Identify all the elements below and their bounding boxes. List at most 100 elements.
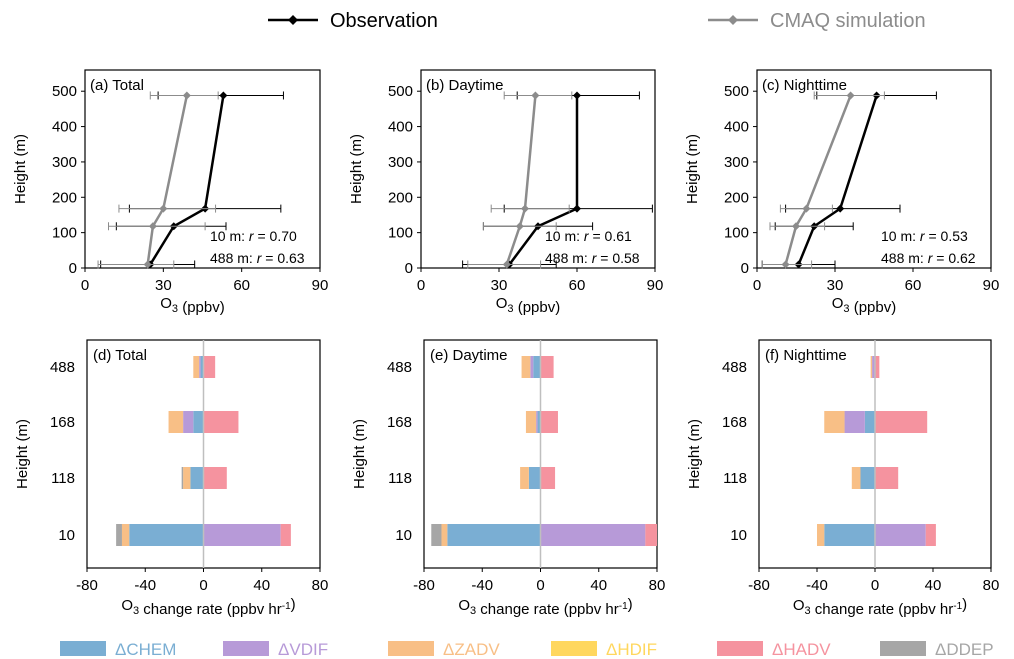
y-tick-label: 118 [388,470,412,487]
y-tick-label: 118 [723,470,747,487]
bar-segment [540,524,646,546]
bar-segment [536,411,538,433]
x-tick-label: 80 [983,577,1000,594]
x-tick-label: -80 [76,577,98,594]
x-tick-label: 30 [491,277,508,294]
bar-segment [431,524,442,546]
y-tick-label: 488 [722,359,747,376]
bar-segment [181,467,184,489]
x-tick-label: 30 [155,277,172,294]
bar-segment [129,524,204,546]
legend-swatch [388,641,434,656]
x-axis-label: O3 (ppbv) [832,295,896,316]
bar-segment [203,411,239,433]
x-tick-label: 60 [569,277,586,294]
data-point [148,222,157,231]
y-tick-label: 300 [52,154,77,171]
bar-segment [864,411,875,433]
legend-swatch [223,641,269,656]
bar-segment [520,467,529,489]
bar-segment [540,467,556,489]
x-tick-label: 80 [649,577,666,594]
bar-segment [537,411,541,433]
y-axis-label: Height (m) [14,419,31,489]
bar-segment [533,356,541,378]
x-tick-label: 0 [871,577,879,594]
x-tick-label: 40 [253,577,270,594]
y-tick-label: 100 [388,225,413,242]
data-point [802,204,811,213]
series-line-1 [146,95,189,265]
bar-segment [441,524,448,546]
y-tick-label: 300 [724,154,749,171]
bar-segment [860,467,875,489]
y-tick-label: 200 [724,189,749,206]
x-tick-label: -40 [806,577,828,594]
stat-line: 10 m: r = 0.70 [210,228,297,244]
panel-title: (d) Total [93,347,147,364]
bar-segment [817,524,825,546]
bar-segment [203,467,227,489]
y-tick-label: 400 [52,119,77,136]
panel-profile-2: 0 100 200 300 400 500 0 30 60 90 O3 (ppbv) Height (… [684,69,999,316]
panel-title: (e) Daytime [430,347,508,364]
data-point [515,222,524,231]
data-point [521,204,529,213]
bar-segment [168,411,184,433]
y-tick-label: 10 [395,527,412,544]
data-point [792,222,800,231]
y-tick-label: 100 [52,225,77,242]
bar-segment [540,356,554,378]
bar-segment [645,524,657,546]
bar-segment [199,356,201,378]
bar-segment [540,411,558,433]
stat-line: 488 m: r = 0.62 [881,250,976,266]
legend-swatch [60,641,106,656]
x-tick-label: 60 [233,277,250,294]
bar-segment [190,467,204,489]
panel-title: (f) Nighttime [765,347,847,364]
y-tick-label: 10 [730,527,747,544]
data-point [573,91,581,100]
y-tick-label: 500 [724,83,749,100]
bar-segment [851,467,861,489]
x-axis-label: O3 change rate (ppbv hr-1) [458,596,632,618]
legend-label: Observation [330,10,438,32]
bar-segment [116,524,122,546]
x-tick-label: 80 [312,577,329,594]
bar-segment [530,356,534,378]
y-axis-label: Height (m) [686,419,703,489]
data-point [836,204,845,213]
panel-profile-1: 0 100 200 300 400 500 0 30 60 90 O3 (ppbv) Height (… [348,69,664,316]
legend-label: ΔCHEM [115,640,176,659]
x-axis-label: O3 (ppbv) [496,295,560,316]
legend-swatch [717,641,763,656]
legend-marker-0 [288,15,298,25]
legend-label: CMAQ simulation [770,10,926,32]
bar-segment [193,411,204,433]
data-point [531,91,540,100]
y-tick-label: 168 [722,414,747,431]
series-line-0 [149,95,225,266]
x-tick-label: 60 [905,277,922,294]
y-tick-label: 488 [50,359,75,376]
bar-segment [844,411,865,433]
bar-segment [525,411,537,433]
stat-line: 488 m: r = 0.58 [545,250,640,266]
x-tick-label: 0 [536,577,544,594]
x-tick-label: 90 [647,277,664,294]
y-axis-label: Height (m) [351,419,368,489]
y-tick-label: 200 [52,189,77,206]
x-axis-label: O3 change rate (ppbv hr-1) [793,596,967,618]
legend-swatch [551,641,597,656]
y-tick-label: 500 [52,83,77,100]
legend-label: ΔHDIF [606,640,657,659]
x-axis-label: O3 (ppbv) [160,295,224,316]
x-tick-label: -40 [471,577,493,594]
bar-segment [183,411,194,433]
legend-swatch [880,641,926,656]
bar-segment [824,524,875,546]
x-tick-label: -80 [413,577,435,594]
x-tick-label: 0 [753,277,761,294]
bar-segment [193,356,200,378]
